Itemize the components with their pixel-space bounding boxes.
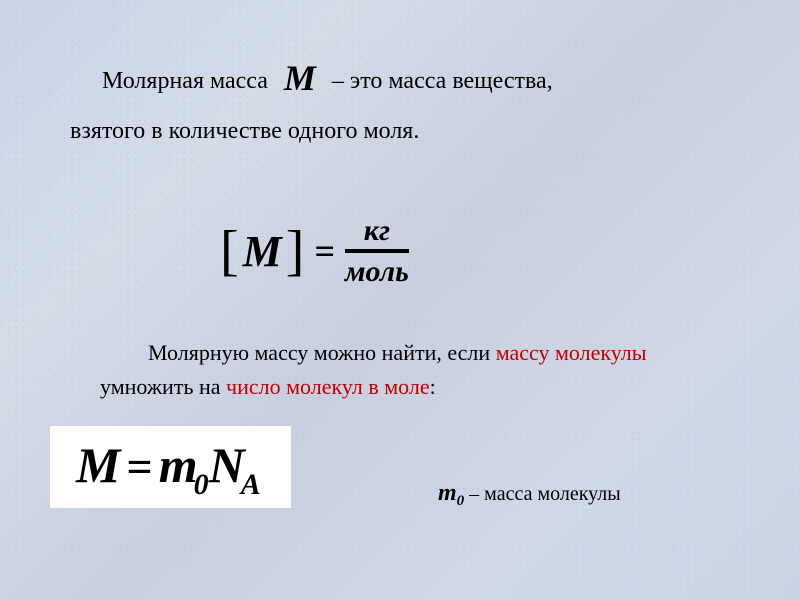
equals-sign: =: [314, 230, 335, 272]
formula-N: N: [209, 436, 245, 494]
symbol-M: М: [243, 226, 282, 277]
formula-units: [ М ] = кг моль: [220, 214, 409, 288]
definition-line-2: взятого в количестве одного моля.: [70, 112, 730, 150]
fraction-line: [345, 249, 409, 253]
formula-subscript-0: 0: [194, 468, 209, 502]
formula-equals: =: [126, 440, 152, 493]
explanation-colon: :: [430, 374, 436, 399]
fraction-denominator: моль: [345, 255, 409, 288]
explanation-part-1: Молярную массу можно найти, если: [148, 340, 496, 365]
formula-subscript-A: A: [241, 468, 261, 502]
bracket-close: ]: [286, 223, 305, 279]
explanation-red-1: массу молекулы: [496, 340, 647, 365]
definition-rest: – это масса вещества,: [326, 68, 553, 94]
formula-m: m: [159, 436, 198, 494]
symbol-M-large: М: [284, 58, 316, 98]
legend-text: масса молекулы: [484, 483, 621, 505]
fraction: кг моль: [345, 214, 409, 288]
definition-line-1: Молярная масса М – это масса вещества,: [70, 48, 730, 106]
legend-m0: m0 – масса молекулы: [438, 480, 621, 510]
fraction-numerator: кг: [364, 214, 390, 247]
definition-label: Молярная масса: [102, 68, 268, 94]
paragraph-definition: Молярная масса М – это масса вещества, в…: [70, 48, 730, 150]
legend-dash: –: [464, 483, 484, 505]
explanation-part-2: умножить на: [100, 374, 226, 399]
formula-M: М: [76, 436, 120, 494]
bracket-open: [: [220, 223, 239, 279]
formula-main: М = m0 NA: [50, 426, 291, 508]
paragraph-explanation: Молярную массу можно найти, если массу м…: [100, 336, 720, 404]
legend-symbol-m: m: [438, 480, 457, 506]
explanation-red-2: число молекул в моле: [226, 374, 430, 399]
